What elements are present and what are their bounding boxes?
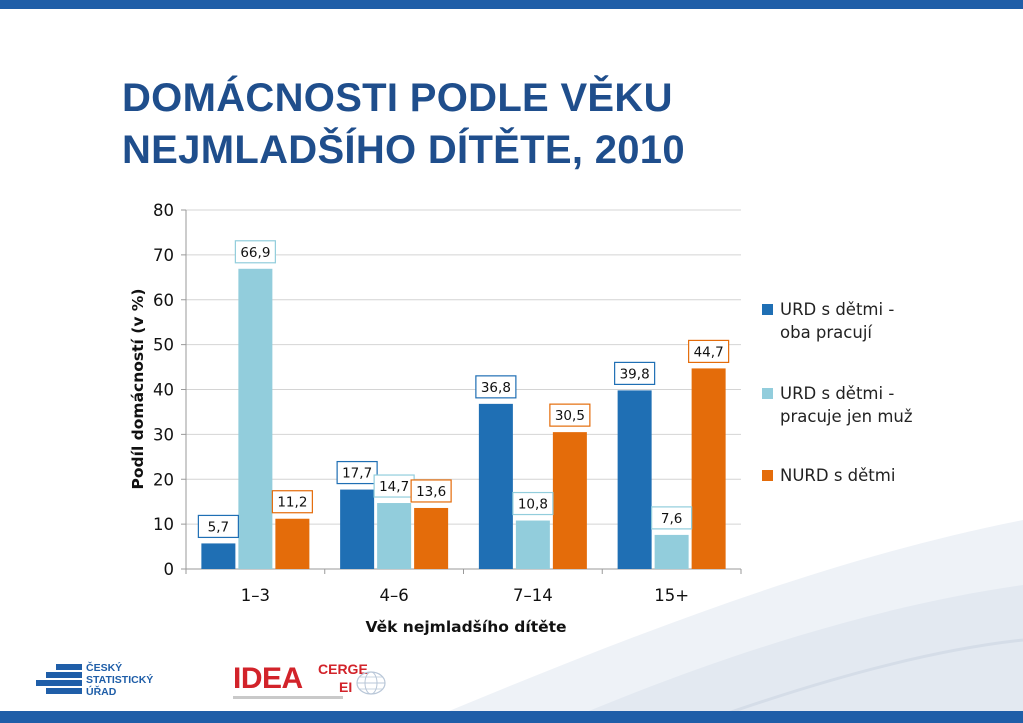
data-label: 14,7 xyxy=(379,479,409,495)
x-tick-label: 1–3 xyxy=(241,586,270,605)
bar xyxy=(201,543,236,569)
data-label: 11,2 xyxy=(277,495,307,511)
y-tick-label: 0 xyxy=(164,560,175,579)
bar xyxy=(414,507,449,569)
y-tick-label: 70 xyxy=(153,246,174,265)
y-tick-label: 30 xyxy=(153,425,174,444)
legend-label-line: oba pracují xyxy=(780,323,872,342)
bar xyxy=(617,390,652,569)
top-accent-bar xyxy=(0,0,1023,9)
data-label: 30,5 xyxy=(555,408,585,424)
bar xyxy=(275,518,310,569)
data-label-box xyxy=(336,460,378,485)
csu-logo: ČESKÝ STATISTICKÝ ÚŘAD xyxy=(86,662,166,698)
data-label: 13,6 xyxy=(416,484,446,500)
y-tick-labels: 0 10 20 30 40 50 60 70 80 xyxy=(153,201,174,579)
bar xyxy=(654,534,689,569)
x-tick-label: 15+ xyxy=(654,586,689,605)
bars xyxy=(201,268,726,569)
idea-logo-word: IDEA xyxy=(233,662,303,695)
bottom-accent-bar xyxy=(0,711,1023,723)
bar xyxy=(478,403,513,569)
x-tick-labels: 1–3 4–6 7–14 15+ xyxy=(241,586,689,605)
csu-logo-line-1: ČESKÝ xyxy=(86,662,123,674)
idea-logo-ei: EI xyxy=(339,679,353,695)
x-axis-title: Věk nejmladšího dítěte xyxy=(365,618,566,636)
data-labels: 5,7 66,9 11,2 17,7 14,7 13,6 36,8 10,8 30,5 39,8 7… xyxy=(197,240,730,539)
data-label-box xyxy=(614,361,656,385)
data-label-box xyxy=(651,506,693,530)
bar xyxy=(340,489,375,569)
y-tick-label: 40 xyxy=(153,381,174,400)
footer-logos: ČESKÝ STATISTICKÝ ÚŘAD IDEA CERGE EI xyxy=(36,660,396,706)
data-label: 7,6 xyxy=(661,511,682,527)
legend-label-line: pracuje jen muž xyxy=(780,407,913,426)
legend-label: URD s dětmi - oba pracují xyxy=(780,298,950,344)
bar xyxy=(552,432,587,569)
legend-label-line: URD s dětmi - xyxy=(780,384,895,403)
legend-label-line: URD s dětmi - xyxy=(780,300,895,319)
x-tick-label: 7–14 xyxy=(513,586,553,605)
y-tick-label: 60 xyxy=(153,291,174,310)
csu-logo-line-3: ÚŘAD xyxy=(86,686,117,698)
data-label: 10,8 xyxy=(518,497,548,513)
y-tick-label: 50 xyxy=(153,336,174,355)
data-label-box xyxy=(549,403,591,427)
data-label-box xyxy=(410,479,452,503)
data-label-box xyxy=(512,491,554,516)
data-label-box xyxy=(688,339,730,364)
y-tick-label: 20 xyxy=(153,470,174,489)
bar xyxy=(691,368,726,569)
x-tick-label: 4–6 xyxy=(380,586,409,605)
data-label-box xyxy=(197,514,239,539)
data-label: 66,9 xyxy=(240,245,270,261)
title-line-2: NEJMLADŠÍHO DÍTĚTE, 2010 xyxy=(122,128,685,172)
data-label: 44,7 xyxy=(694,344,724,360)
idea-cerge-ei-logo: IDEA CERGE EI xyxy=(233,660,393,706)
data-label: 5,7 xyxy=(208,519,229,535)
y-axis-title: Podíl domácností (v %) xyxy=(129,289,147,490)
data-label-box xyxy=(475,375,517,399)
title-line-1: DOMÁCNOSTI PODLE VĚKU xyxy=(122,76,673,120)
csu-logo-icon xyxy=(36,660,124,702)
csu-logo-line-2: STATISTICKÝ xyxy=(86,674,154,686)
globe-icon xyxy=(356,671,386,695)
idea-logo-underline xyxy=(233,696,343,699)
legend-swatch xyxy=(762,470,773,481)
bar xyxy=(377,503,412,569)
page-title: DOMÁCNOSTI PODLE VĚKU NEJMLADŠÍHO DÍTĚTE… xyxy=(122,72,685,176)
data-label: 36,8 xyxy=(481,380,511,396)
y-tick-label: 80 xyxy=(153,201,174,220)
legend-swatch xyxy=(762,388,773,399)
legend-swatch xyxy=(762,304,773,315)
data-label: 17,7 xyxy=(342,466,372,482)
legend-label-line: NURD s dětmi xyxy=(780,466,896,485)
legend-label: URD s dětmi - pracuje jen muž xyxy=(780,382,950,428)
data-label: 39,8 xyxy=(620,366,650,382)
data-label-box xyxy=(234,240,276,264)
data-label-box xyxy=(271,490,313,514)
bar xyxy=(238,268,273,569)
idea-logo-cerge: CERGE xyxy=(318,661,368,677)
bar xyxy=(515,520,550,569)
legend-label: NURD s dětmi xyxy=(780,464,950,487)
y-tick-label: 10 xyxy=(153,515,174,534)
